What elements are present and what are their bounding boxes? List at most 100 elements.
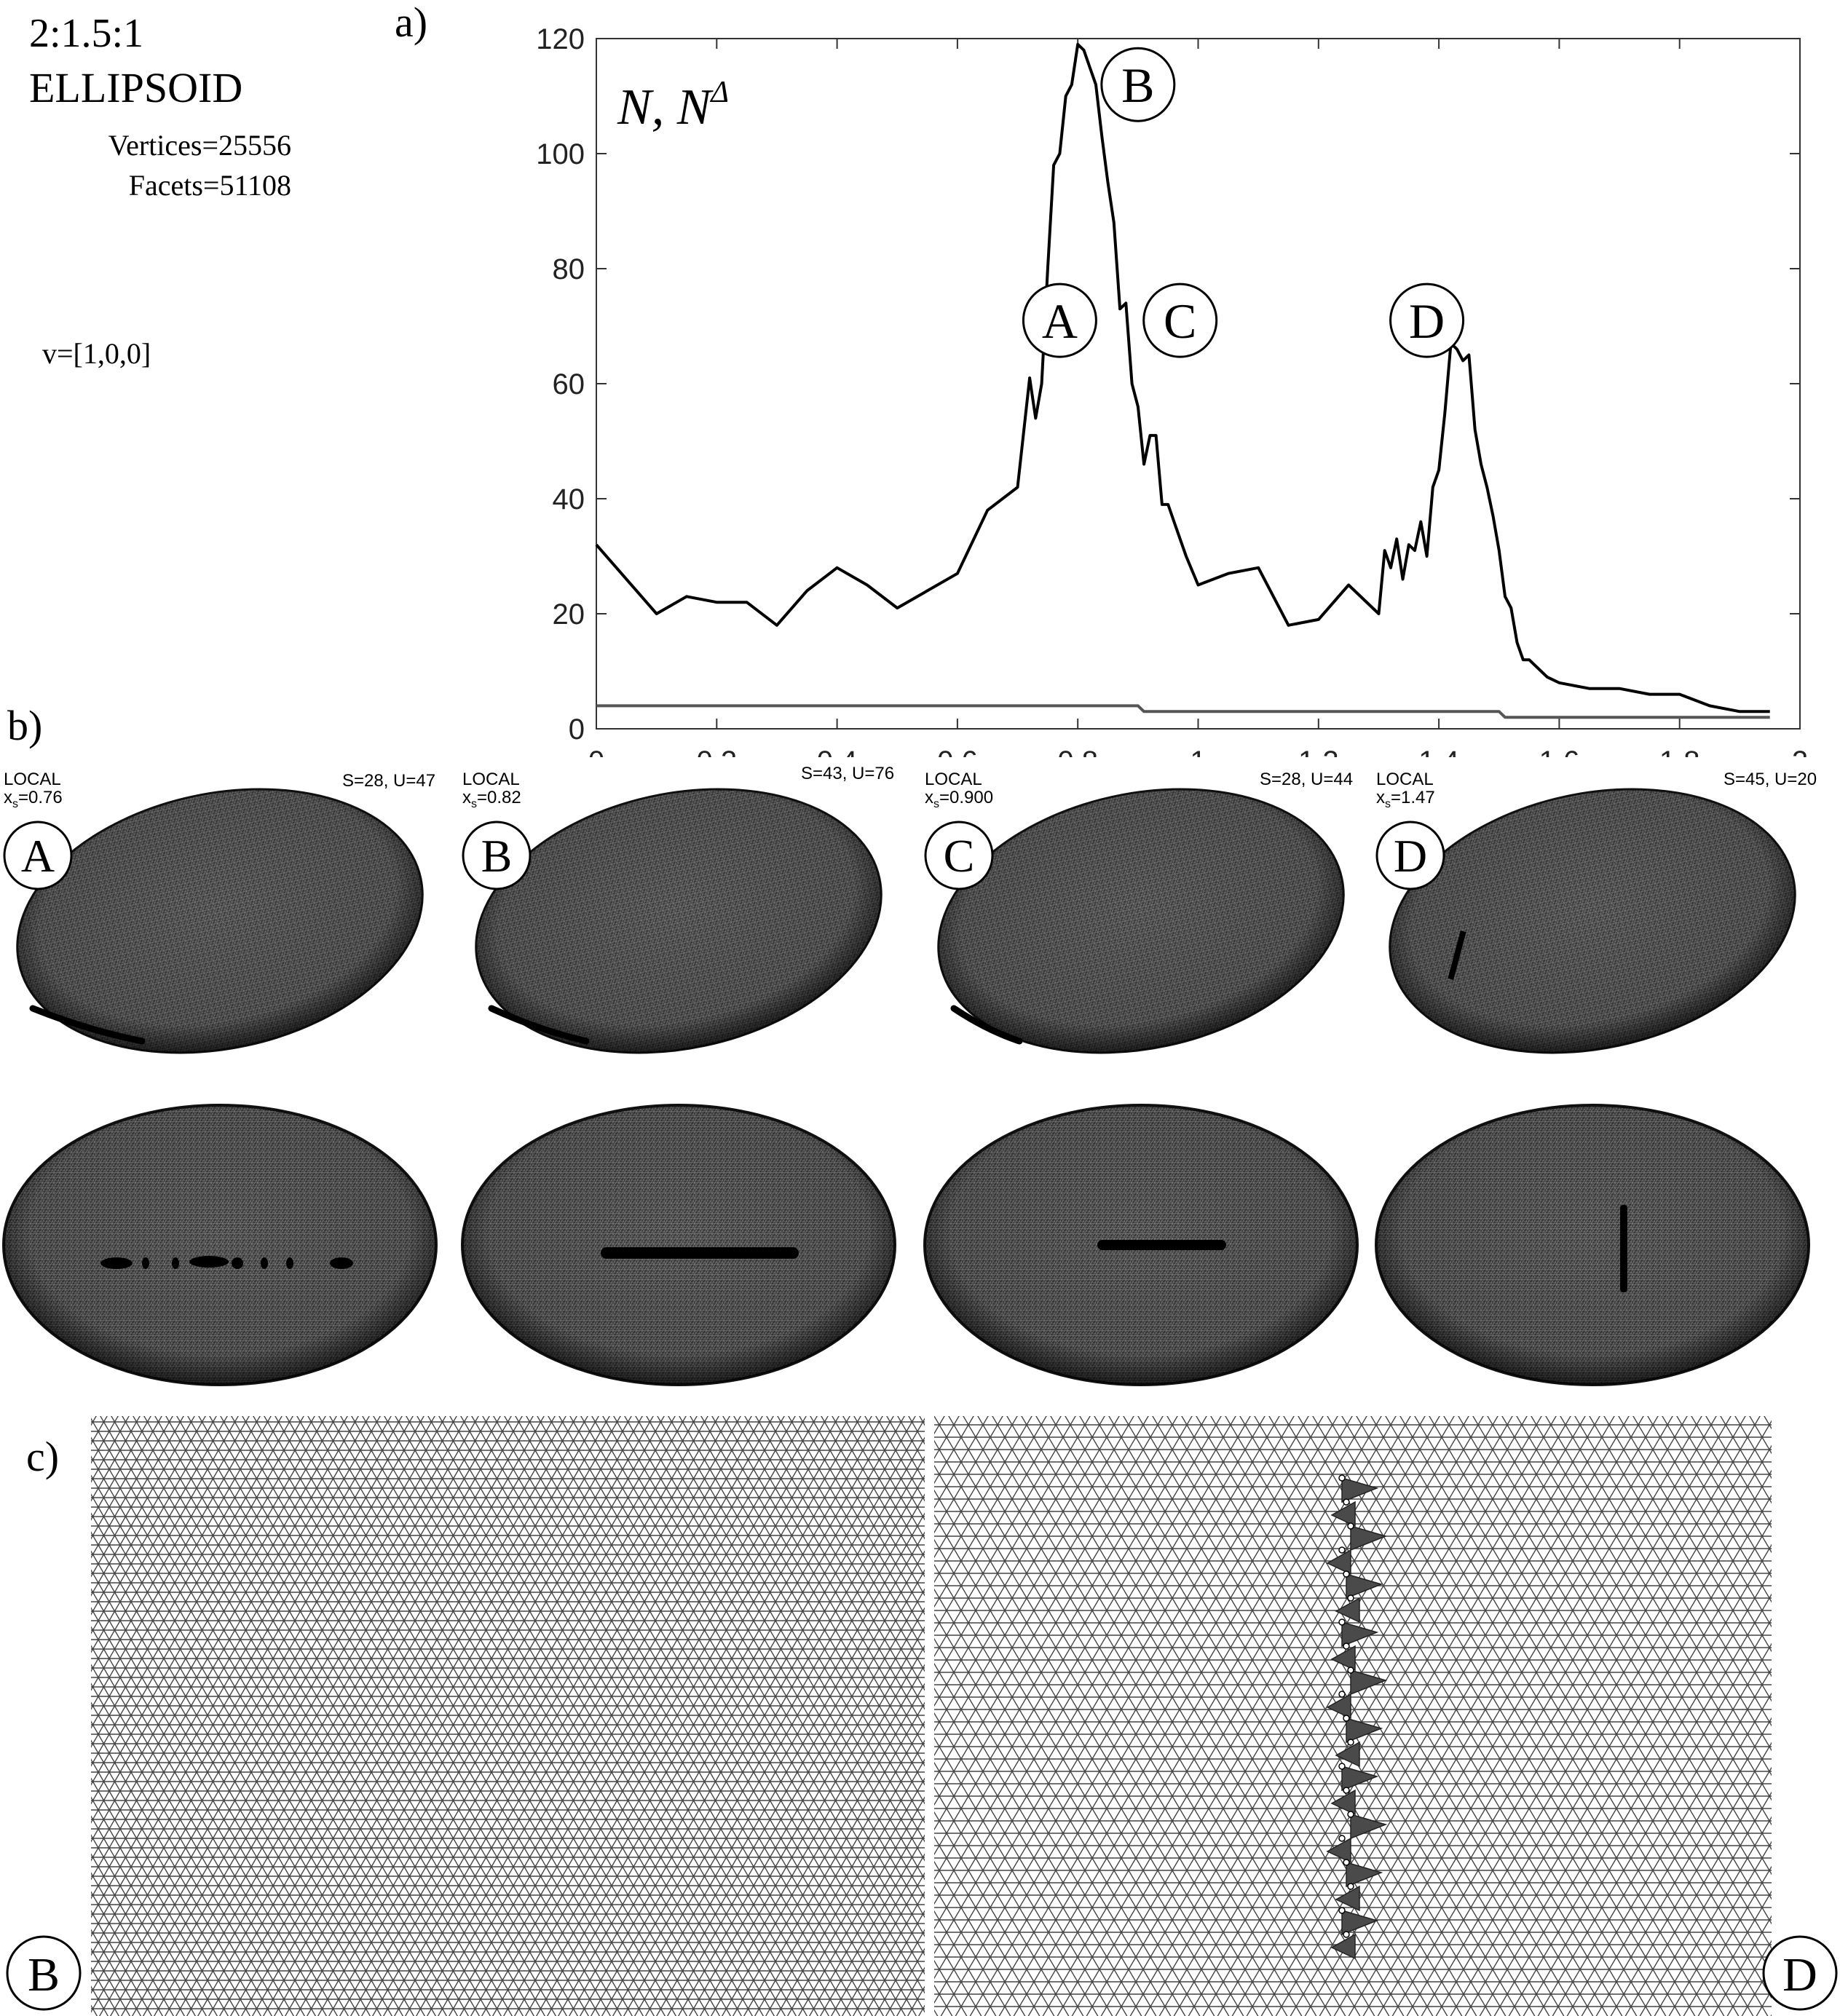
x-tick-label: 2 bbox=[1792, 746, 1808, 757]
crack-facet bbox=[1350, 1669, 1388, 1696]
su-counts: S=28, U=44 bbox=[1260, 770, 1354, 789]
crack-segment bbox=[232, 1257, 243, 1269]
ellipsoid-letter-circle bbox=[1375, 821, 1445, 890]
xs-value: xs=1.47 bbox=[1376, 788, 1435, 810]
x-tick-label: 0 bbox=[588, 746, 604, 757]
ellipsoid-letter: D bbox=[1394, 830, 1427, 882]
x-tick-label: 0.4 bbox=[817, 746, 858, 757]
annotation-A: A bbox=[1022, 282, 1097, 358]
y-axis-title: N, NΔ bbox=[617, 76, 729, 135]
crack-segment bbox=[189, 1256, 229, 1268]
crack-segment bbox=[330, 1257, 353, 1269]
crack-segment bbox=[172, 1257, 179, 1269]
x-tick-label: 1.8 bbox=[1659, 746, 1700, 757]
ellipsoid-letter: C bbox=[944, 830, 975, 882]
x-tick-label: 0.2 bbox=[696, 746, 737, 757]
crack-facet bbox=[1341, 1910, 1379, 1936]
crack-node bbox=[1343, 1643, 1350, 1650]
local-label: LOCAL xs=0.82 bbox=[462, 770, 521, 811]
mesh-grid bbox=[91, 1416, 925, 2016]
crack-node bbox=[1338, 1618, 1346, 1626]
crack-line bbox=[601, 1247, 799, 1259]
annotation-C: C bbox=[1142, 282, 1218, 358]
y-tick-label: 80 bbox=[553, 253, 585, 285]
crack-facet bbox=[1350, 1525, 1388, 1551]
facets-count: Facets=51108 bbox=[128, 169, 291, 202]
crack-segment bbox=[286, 1257, 293, 1269]
crack-segment bbox=[142, 1257, 149, 1269]
y-axis: 0 20 40 60 80 100 120 bbox=[536, 23, 1800, 746]
su-counts: S=28, U=47 bbox=[342, 771, 436, 791]
crack-facet bbox=[1326, 1837, 1351, 1864]
ellipsoid-shading bbox=[1376, 1105, 1809, 1385]
crack-facet bbox=[1330, 1789, 1356, 1816]
x-tick-label: 0.8 bbox=[1057, 746, 1098, 757]
local-label: LOCAL xs=0.76 bbox=[4, 770, 63, 811]
annotation-label: B bbox=[1121, 58, 1154, 113]
vertices-count: Vertices=25556 bbox=[108, 129, 291, 162]
crack-mark bbox=[1448, 930, 1466, 980]
ellipsoid-letter-circle bbox=[924, 821, 994, 890]
x-axis: 0 0.2 0.4 0.6 0.8 1 1.2 1.4 1.6 1.8 2 bbox=[588, 39, 1808, 757]
ellipsoid-letter: A bbox=[21, 830, 55, 882]
su-counts: S=45, U=20 bbox=[1723, 770, 1817, 789]
crack-facet bbox=[1335, 1885, 1360, 1912]
y-tick-label: 100 bbox=[536, 138, 585, 170]
crack-facet bbox=[1350, 1814, 1388, 1840]
xs-value: xs=0.82 bbox=[462, 788, 521, 810]
xs-value: xs=0.76 bbox=[4, 788, 63, 810]
local-label: LOCAL xs=0.900 bbox=[925, 770, 993, 811]
crack-node bbox=[1347, 1811, 1354, 1818]
crack-facet bbox=[1346, 1573, 1383, 1600]
ellipsoid-top-view bbox=[16, 788, 424, 1054]
crack-facet bbox=[1335, 1597, 1360, 1624]
crack-facet bbox=[1330, 1933, 1356, 1960]
crack-node bbox=[1338, 1835, 1346, 1842]
crack-node bbox=[1347, 1522, 1354, 1530]
crack-node bbox=[1343, 1715, 1350, 1722]
crack-node bbox=[1338, 1691, 1346, 1698]
local-text: LOCAL bbox=[1376, 770, 1434, 789]
local-label: LOCAL xs=1.47 bbox=[1376, 770, 1435, 811]
crack-mark bbox=[488, 1005, 590, 1045]
y-tick-label: 60 bbox=[553, 368, 585, 400]
ellipsoid-column-B: B bbox=[461, 788, 896, 1386]
crack-line bbox=[1097, 1240, 1226, 1250]
annotation-B: B bbox=[1100, 47, 1176, 122]
ellipsoid-shading bbox=[475, 789, 882, 1053]
ellipsoid-top-view bbox=[937, 788, 1345, 1054]
ellipsoid-column-A: A bbox=[2, 788, 438, 1386]
crack-segment bbox=[261, 1257, 268, 1269]
ellipsoid-shading bbox=[1389, 789, 1796, 1053]
crack-facet bbox=[1326, 1549, 1351, 1576]
local-text: LOCAL bbox=[462, 770, 520, 789]
annotation-label: A bbox=[1042, 293, 1078, 349]
mesh-letter: D bbox=[1782, 1948, 1817, 2001]
ellipsoid-shading bbox=[938, 789, 1344, 1053]
line-chart: 0 0.2 0.4 0.6 0.8 1 1.2 1.4 1.6 1.8 2 0 20 40 60 80 100… bbox=[536, 23, 1808, 757]
crack-facet bbox=[1346, 1862, 1383, 1888]
crack-facet bbox=[1335, 1741, 1360, 1768]
y-tick-label: 120 bbox=[536, 23, 585, 55]
series-layer bbox=[595, 42, 1770, 719]
ellipsoid-letter-circle bbox=[462, 821, 532, 890]
annotation-layer: A B C D bbox=[1022, 47, 1465, 358]
crack-node bbox=[1347, 1739, 1354, 1746]
mesh-letter-circle bbox=[6, 1935, 82, 2011]
annotation-circle bbox=[1142, 282, 1218, 358]
ellipsoid-column-C: C bbox=[923, 788, 1359, 1386]
mesh-closeup-B: B bbox=[6, 1416, 925, 2016]
crack-node bbox=[1347, 1667, 1354, 1674]
crack-facet bbox=[1341, 1766, 1379, 1792]
x-tick-label: 1.2 bbox=[1298, 746, 1339, 757]
ellipsoid-top-view bbox=[1389, 788, 1796, 1054]
x-tick-label: 0.6 bbox=[937, 746, 978, 757]
y-tick-label: 20 bbox=[553, 598, 585, 631]
annotation-label: D bbox=[1409, 293, 1445, 349]
crack-segment bbox=[100, 1257, 133, 1269]
annotation-circle bbox=[1022, 282, 1097, 358]
su-counts: S=43, U=76 bbox=[801, 764, 895, 783]
crack-node bbox=[1338, 1546, 1346, 1554]
